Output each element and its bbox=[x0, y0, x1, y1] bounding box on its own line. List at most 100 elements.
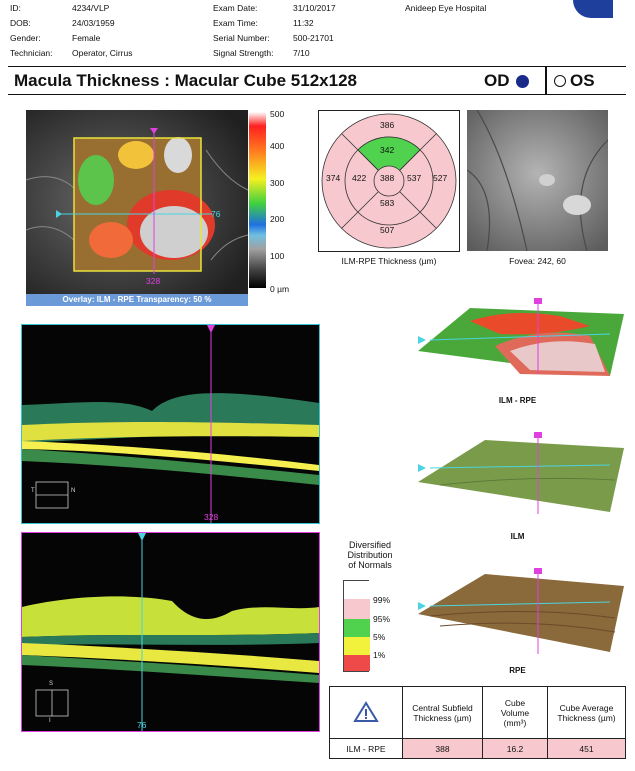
row-label: ILM - RPE bbox=[329, 738, 403, 759]
surface-ilm-rpe bbox=[410, 296, 625, 386]
etdrs-inner-right: 537 bbox=[407, 173, 422, 183]
etdrs-grid: 386 342 374 422 388 537 527 583 507 bbox=[318, 110, 460, 252]
legend-swatch-white bbox=[344, 581, 370, 599]
legend-swatch-green bbox=[344, 619, 370, 637]
etdrs-outer-top: 386 bbox=[380, 120, 395, 130]
legend-title: Diversified Distribution of Normals bbox=[335, 540, 405, 570]
etdrs-graphic bbox=[321, 113, 457, 249]
id-label: ID: bbox=[10, 3, 21, 13]
eye-divider bbox=[545, 67, 547, 94]
dob-label: DOB: bbox=[10, 18, 31, 28]
col-header-cst: Central Subfield Thickness (µm) bbox=[402, 686, 483, 739]
results-header-row: Central Subfield Thickness (µm) Cube Vol… bbox=[329, 686, 626, 739]
slo-fundus-image bbox=[467, 110, 608, 251]
col-header-volume-line2: Volume bbox=[500, 707, 530, 718]
surface-ilm-rpe-caption: ILM - RPE bbox=[498, 396, 537, 405]
bscan-vertical-graphic bbox=[22, 533, 319, 731]
col-header-volume-line3: (mm³) bbox=[503, 717, 527, 728]
page-title: Macula Thickness : Macular Cube 512x128 bbox=[14, 71, 357, 90]
legend-p99: 99% bbox=[373, 595, 391, 605]
serial-value: 500-21701 bbox=[293, 33, 334, 43]
legend-title-line1: Diversified bbox=[348, 540, 391, 550]
fundus-v-marker: 328 bbox=[146, 276, 161, 286]
od-selected-icon bbox=[515, 74, 529, 88]
technician-label: Technician: bbox=[10, 48, 53, 58]
signal-label: Signal Strength: bbox=[213, 48, 274, 58]
etdrs-center: 388 bbox=[380, 173, 395, 183]
col-header-volume-line1: Cube bbox=[504, 697, 526, 708]
exam-time-label: Exam Time: bbox=[213, 18, 258, 28]
colorbar-tick: 300 bbox=[270, 178, 285, 188]
hospital-name: Anideep Eye Hospital bbox=[405, 3, 487, 13]
surface-rpe-caption: RPE bbox=[509, 666, 526, 675]
slo-caption: Fovea: 242, 60 bbox=[509, 256, 566, 266]
gender-label: Gender: bbox=[10, 33, 41, 43]
serial-label: Serial Number: bbox=[213, 33, 270, 43]
bscan2-label-i: I bbox=[49, 718, 51, 724]
surface-ilm-rpe-graphic bbox=[418, 298, 624, 376]
colorbar-tick: 400 bbox=[270, 141, 285, 151]
dob-value: 24/03/1959 bbox=[72, 18, 115, 28]
os-unselected-icon bbox=[554, 75, 566, 87]
bscan1-label-n: N bbox=[71, 488, 76, 494]
legend-p95: 95% bbox=[373, 614, 391, 624]
signal-value: 7/10 bbox=[293, 48, 310, 58]
colorbar-tick: 200 bbox=[270, 214, 285, 224]
technician-value: Operator, Cirrus bbox=[72, 48, 133, 58]
surface-ilm-caption: ILM bbox=[510, 532, 525, 541]
legend-swatch-yellow bbox=[344, 637, 370, 655]
bscan-vertical: S I 76 bbox=[21, 532, 320, 732]
title-bar: Macula Thickness : Macular Cube 512x128 … bbox=[8, 66, 626, 95]
fundus-h-marker: 76 bbox=[211, 209, 221, 219]
legend-title-line3: of Normals bbox=[348, 560, 392, 570]
bscan2-label-s: S bbox=[49, 681, 54, 687]
legend-swatch-red bbox=[344, 655, 370, 671]
results-table: Central Subfield Thickness (µm) Cube Vol… bbox=[329, 686, 626, 759]
bscan2-marker: 76 bbox=[137, 720, 147, 730]
warning-cell bbox=[329, 686, 403, 739]
legend-swatches bbox=[343, 580, 370, 672]
cst-value: 388 bbox=[402, 738, 483, 759]
etdrs-caption: ILM-RPE Thickness (µm) bbox=[341, 256, 437, 266]
overlay-caption: Overlay: ILM - RPE Transparency: 50 % bbox=[26, 294, 248, 306]
volume-value: 16.2 bbox=[482, 738, 548, 759]
col-header-average: Cube Average Thickness (µm) bbox=[547, 686, 626, 739]
colorbar-tick: 500 bbox=[270, 109, 285, 119]
legend-p5: 5% bbox=[373, 632, 386, 642]
results-data-row: ILM - RPE 388 16.2 451 bbox=[329, 738, 626, 759]
legend-p1: 1% bbox=[373, 650, 386, 660]
gender-value: Female bbox=[72, 33, 101, 43]
fundus-thickness-map: 76 328 bbox=[26, 110, 248, 294]
average-value: 451 bbox=[547, 738, 626, 759]
exam-date-value: 31/10/2017 bbox=[293, 3, 336, 13]
col-header-average-text: Cube Average Thickness (µm) bbox=[557, 702, 616, 723]
fundus-overlay-graphic bbox=[26, 110, 248, 294]
bscan1-marker: 328 bbox=[204, 512, 219, 522]
bscan-horizontal-graphic bbox=[22, 325, 319, 523]
etdrs-outer-right: 527 bbox=[433, 173, 448, 183]
thickness-colorbar bbox=[249, 112, 266, 288]
colorbar-tick: 100 bbox=[270, 251, 285, 261]
exam-date-label: Exam Date: bbox=[213, 3, 258, 13]
warning-icon bbox=[353, 700, 379, 722]
col-header-volume: Cube Volume (mm³) bbox=[482, 686, 548, 739]
os-indicator: OS bbox=[554, 71, 595, 91]
exam-time-value: 11:32 bbox=[293, 18, 314, 28]
etdrs-inner-top: 342 bbox=[380, 145, 395, 155]
od-label: OD bbox=[484, 71, 510, 90]
surface-rpe bbox=[410, 566, 625, 658]
id-value: 4234/VLP bbox=[72, 3, 110, 13]
bscan-horizontal: T N 328 bbox=[21, 324, 320, 524]
col-header-cst-text: Central Subfield Thickness (µm) bbox=[412, 702, 473, 723]
legend-swatch-pink bbox=[344, 599, 370, 619]
slo-graphic bbox=[467, 110, 608, 251]
surface-ilm bbox=[410, 430, 625, 520]
zeiss-logo bbox=[573, 0, 613, 18]
etdrs-outer-bottom: 507 bbox=[380, 225, 395, 235]
surface-rpe-graphic bbox=[418, 568, 624, 654]
bscan1-label-t: T bbox=[31, 488, 35, 494]
legend-title-line2: Distribution bbox=[347, 550, 393, 560]
etdrs-outer-left: 374 bbox=[326, 173, 341, 183]
os-label: OS bbox=[570, 71, 595, 90]
colorbar-tick: 0 µm bbox=[270, 284, 290, 294]
